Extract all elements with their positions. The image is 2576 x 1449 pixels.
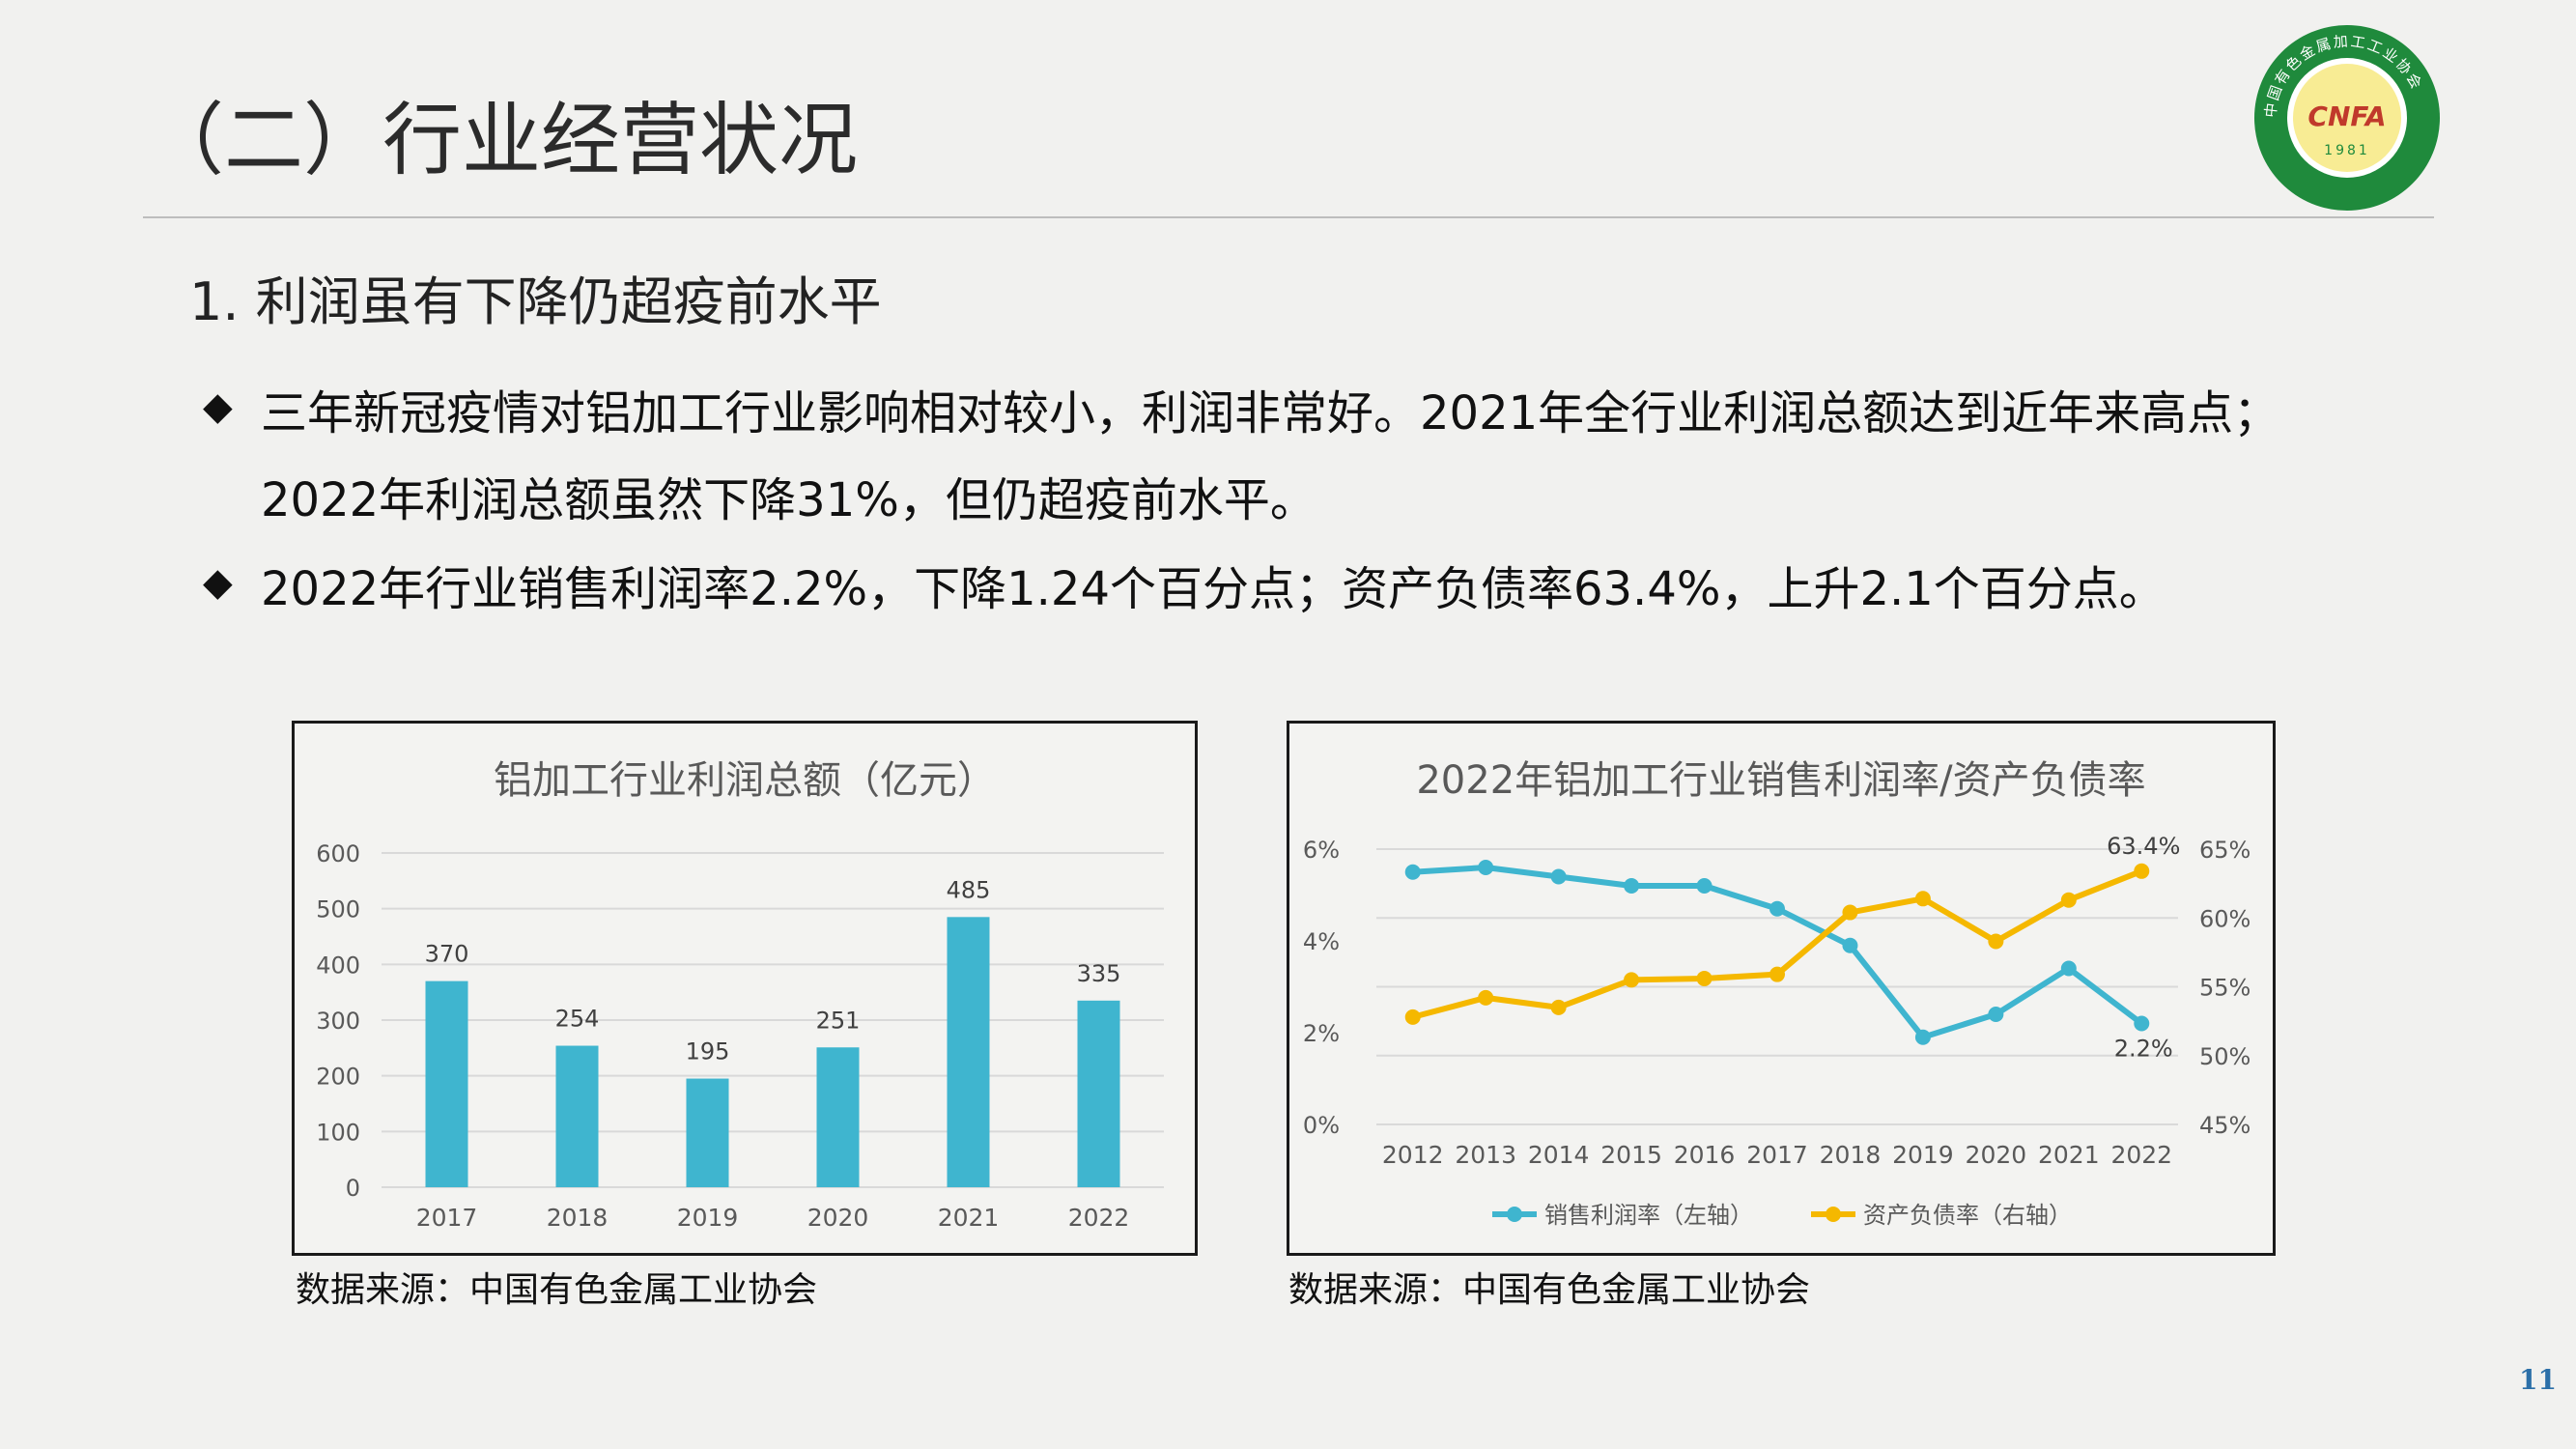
bar-x-tick-label: 2022: [1068, 1204, 1130, 1232]
right-chart-source: 数据来源：中国有色金属工业协会: [1288, 1270, 1811, 1310]
bar-x-tick-label: 2019: [677, 1204, 739, 1232]
line-chart-title: 2022年铝加工行业销售利润率/资产负债率: [1416, 758, 2145, 803]
series-1-point-2016: [1696, 970, 1713, 986]
series-end-label: 2.2%: [2114, 1036, 2173, 1063]
profit-bar-chart: 铝加工行业利润总额（亿元） 0 100 200 300 400 500 600 370 2017 2…: [292, 721, 1198, 1256]
page-title: （二）行业经营状况: [145, 95, 859, 186]
series-0-point-2021: [2060, 960, 2077, 977]
right-y-tick-label: 65%: [2199, 837, 2250, 864]
line-x-tick-label: 2015: [1600, 1141, 1662, 1169]
series-1-point-2020: [1988, 933, 2004, 950]
margin-ratio-line-chart: 2022年铝加工行业销售利润率/资产负债率 45% 50% 55% 60% 65% 0% 2%…: [1287, 721, 2276, 1256]
bullet-1-line-1: 三年新冠疫情对铝加工行业影响相对较小，利润非常好。2021年全行业利润总额达到近…: [261, 386, 2280, 440]
bar-y-tick-label: 100: [316, 1119, 360, 1146]
title-divider: [143, 216, 2434, 218]
bullet-1-line-2: 2022年利润总额虽然下降31%，但仍超疫前水平。: [261, 473, 1316, 527]
bar-y-tick-label: 200: [316, 1064, 360, 1091]
margin-ratio-line-chart-svg: 2022年铝加工行业销售利润率/资产负债率 45% 50% 55% 60% 65% 0% 2%…: [1303, 758, 2250, 1229]
right-y-tick-label: 55%: [2199, 975, 2250, 1002]
line-x-tick-label: 2018: [1820, 1141, 1882, 1169]
series-0-point-2020: [1988, 1007, 2004, 1022]
legend-marker-1: [1826, 1207, 1841, 1222]
bullet-2-line-1: 2022年行业销售利润率2.2%，下降1.24个百分点；资产负债率63.4%，上…: [261, 562, 2166, 616]
series-1-point-2015: [1624, 972, 1640, 988]
bar-data-label: 485: [947, 876, 991, 903]
profit-bar-chart-svg: 铝加工行业利润总额（亿元） 0 100 200 300 400 500 600 370 2017 2…: [316, 758, 1164, 1232]
series-0-point-2012: [1404, 864, 1421, 880]
bar-data-label: 370: [425, 941, 469, 968]
left-y-tick-label: 2%: [1303, 1020, 1340, 1047]
right-y-tick-label: 50%: [2199, 1043, 2250, 1070]
legend-marker-0: [1507, 1207, 1522, 1222]
bar-2018: [555, 1045, 599, 1187]
bar-y-tick-label: 600: [316, 840, 360, 867]
bar-y-tick-label: 300: [316, 1008, 360, 1035]
page-number: 11: [2519, 1364, 2557, 1396]
series-0-point-2018: [1842, 937, 1858, 953]
diamond-bullet-icon: ◆: [203, 384, 233, 429]
series-1-point-2022: [2134, 863, 2150, 879]
bar-data-label: 254: [555, 1006, 600, 1033]
series-0-point-2013: [1478, 860, 1494, 875]
series-1-point-2013: [1478, 989, 1494, 1006]
left-y-tick-label: 6%: [1303, 837, 1340, 864]
line-x-tick-label: 2017: [1746, 1141, 1808, 1169]
line-x-tick-label: 2013: [1455, 1141, 1516, 1169]
line-x-tick-label: 2020: [1966, 1141, 2027, 1169]
series-1-point-2014: [1550, 999, 1567, 1015]
bar-x-tick-label: 2017: [416, 1204, 478, 1232]
logo-mark-text: CNFA: [2307, 100, 2386, 132]
bar-2019: [686, 1078, 729, 1187]
line-x-tick-label: 2019: [1892, 1141, 1954, 1169]
bar-2022: [1077, 1000, 1120, 1187]
series-0-point-2019: [1914, 1029, 1931, 1045]
bar-2021: [947, 917, 990, 1187]
section-subtitle: 1. 利润虽有下降仍超疫前水平: [189, 271, 882, 332]
left-chart-source: 数据来源：中国有色金属工业协会: [296, 1270, 818, 1310]
line-x-tick-label: 2012: [1382, 1141, 1444, 1169]
right-y-tick-label: 45%: [2199, 1112, 2250, 1139]
bar-2017: [425, 980, 468, 1187]
series-1-point-2012: [1404, 1009, 1421, 1025]
legend-label-0: 销售利润率（左轴）: [1544, 1202, 1753, 1229]
bar-x-tick-label: 2018: [547, 1204, 609, 1232]
left-y-tick-label: 4%: [1303, 928, 1340, 955]
bar-y-tick-label: 500: [316, 896, 360, 923]
bar-y-tick-label: 400: [316, 952, 360, 979]
line-x-tick-label: 2016: [1674, 1141, 1736, 1169]
bar-2020: [816, 1047, 860, 1187]
bar-data-label: 195: [686, 1038, 730, 1065]
bar-chart-title: 铝加工行业利润总额（亿元）: [494, 758, 996, 803]
line-x-tick-label: 2021: [2038, 1141, 2100, 1169]
series-1-point-2017: [1769, 966, 1785, 982]
line-x-tick-label: 2014: [1528, 1141, 1590, 1169]
series-0-point-2015: [1624, 878, 1640, 894]
bar-data-label: 251: [816, 1007, 861, 1034]
legend-label-1: 资产负债率（右轴）: [1863, 1202, 2072, 1229]
series-end-label: 63.4%: [2107, 833, 2180, 860]
series-1-point-2018: [1842, 904, 1858, 921]
series-0-point-2022: [2134, 1015, 2150, 1032]
line-x-tick-label: 2022: [2110, 1141, 2172, 1169]
series-0-point-2016: [1696, 878, 1713, 894]
series-1-point-2019: [1914, 891, 1931, 907]
logo-year-text: 1981: [2324, 143, 2370, 158]
series-0-point-2017: [1769, 900, 1785, 917]
diamond-bullet-icon: ◆: [203, 560, 233, 605]
bar-y-tick-label: 0: [346, 1175, 360, 1202]
bar-x-tick-label: 2020: [807, 1204, 869, 1232]
series-1-point-2021: [2060, 892, 2077, 908]
bar-x-tick-label: 2021: [938, 1204, 1000, 1232]
right-y-tick-label: 60%: [2199, 905, 2250, 932]
series-line-0: [1412, 865, 2144, 1040]
cnfa-logo: 中国有色金属加工工业协会 CNFA 1981: [2254, 25, 2440, 211]
left-y-tick-label: 0%: [1303, 1112, 1340, 1139]
bar-data-label: 335: [1077, 960, 1121, 987]
series-line-1: [1411, 868, 2143, 1020]
series-0-point-2014: [1550, 868, 1567, 885]
